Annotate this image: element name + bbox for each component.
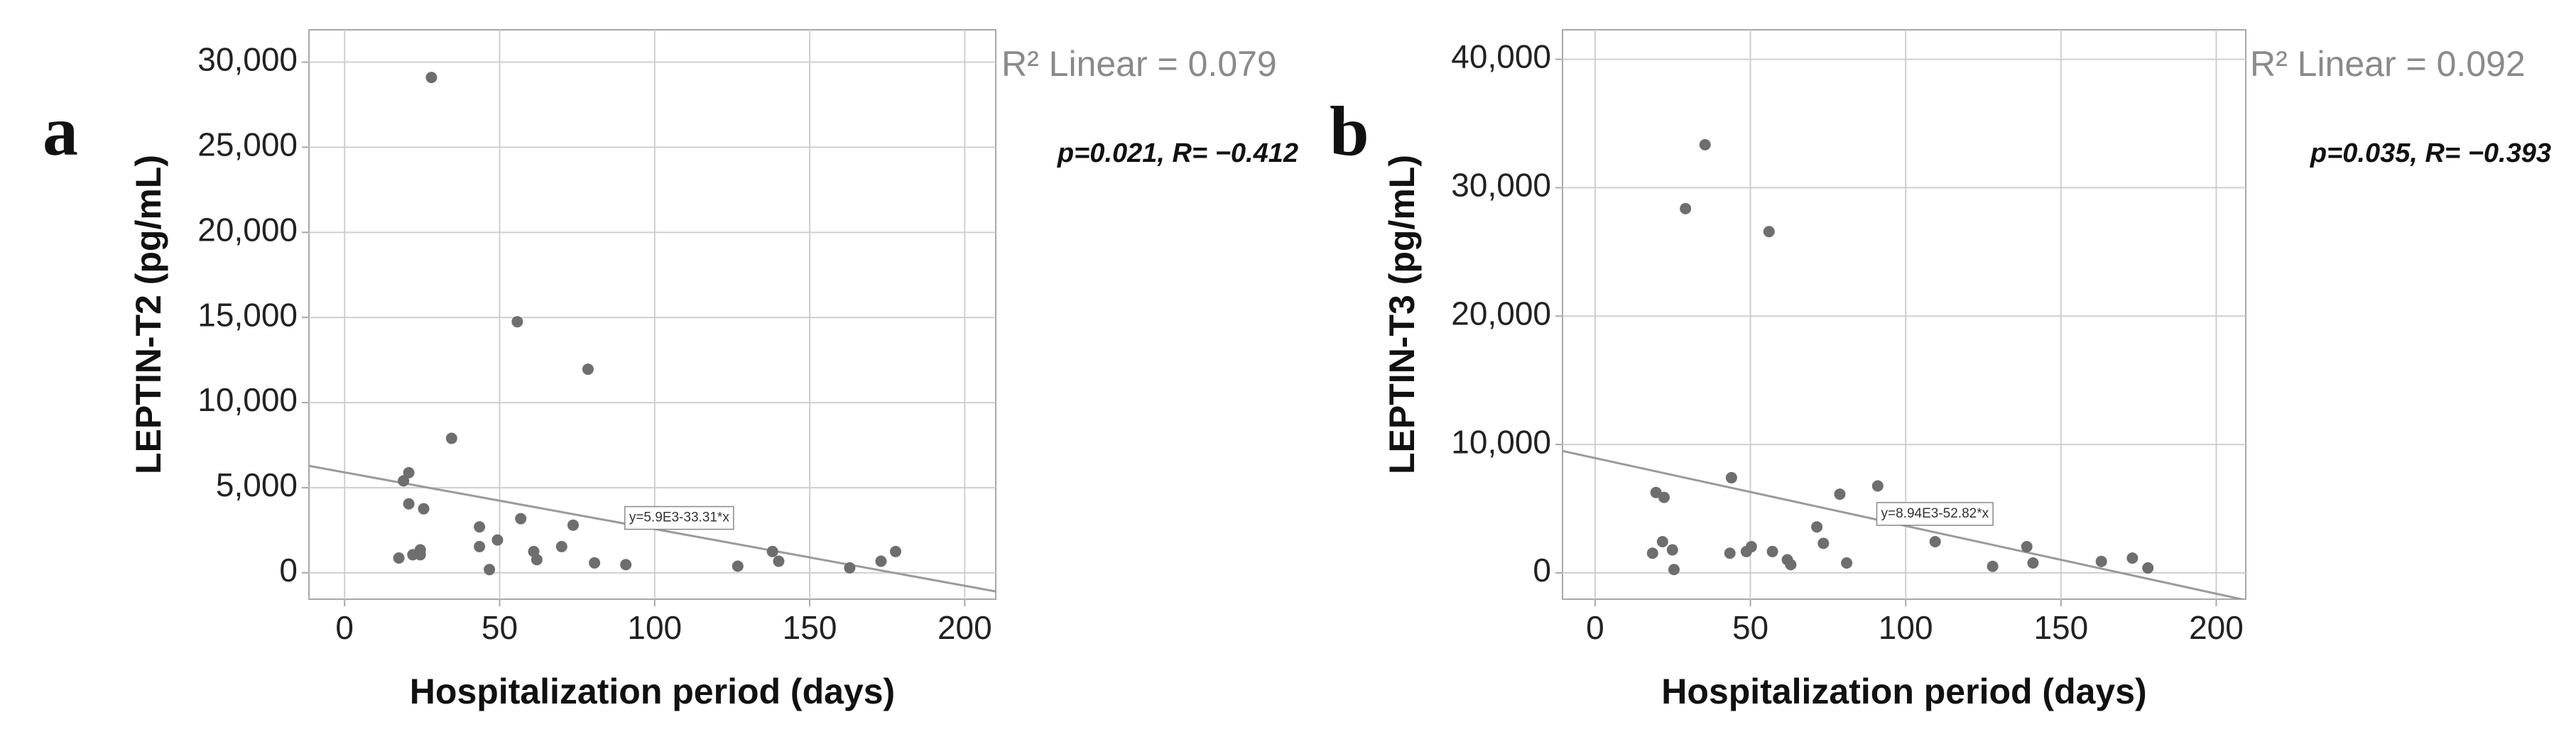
data-point [1785, 559, 1797, 571]
fit-label-box [624, 505, 734, 530]
data-point [511, 316, 523, 328]
x-tick-label: 100 [627, 609, 682, 646]
data-point [474, 521, 486, 533]
r-squared: R² Linear = 0.092 [2250, 44, 2526, 84]
data-point [418, 503, 430, 515]
data-point [1834, 488, 1846, 500]
fit-label: y=8.94E3-52.82*x [1881, 506, 1989, 521]
data-point [1817, 537, 1830, 549]
x-tick-label: 50 [1732, 609, 1768, 646]
x-tick-label: 150 [2033, 609, 2088, 646]
data-point [1745, 541, 1757, 553]
data-point [589, 557, 601, 569]
data-point [1668, 564, 1680, 576]
data-point [2142, 562, 2154, 574]
panel-label: b [1330, 92, 1369, 170]
y-tick-label: 15,000 [197, 296, 298, 333]
data-point [403, 466, 415, 478]
fit-label-box [1876, 502, 1994, 526]
data-point [844, 562, 856, 574]
data-point [1987, 560, 1999, 572]
data-point [474, 540, 486, 552]
data-point [425, 72, 438, 84]
data-point [531, 554, 543, 566]
panel-label: a [43, 92, 78, 170]
data-point [773, 555, 785, 567]
stats-label: p=0.021, R= −0.412 [1057, 138, 1298, 168]
y-tick-label: 30,000 [197, 41, 298, 78]
y-tick-label: 30,000 [1451, 167, 1551, 204]
x-tick-label: 50 [482, 609, 518, 646]
x-tick-label: 100 [1879, 609, 1933, 646]
x-tick-label: 200 [2189, 609, 2244, 646]
y-tick-label: 20,000 [1451, 295, 1551, 332]
data-point [1763, 226, 1775, 238]
data-point [2126, 552, 2138, 564]
data-point [1666, 544, 1678, 556]
data-point [1929, 535, 1941, 547]
data-point [555, 540, 567, 552]
data-point [2021, 541, 2033, 553]
data-point [484, 564, 496, 576]
panel: 0 10,000 20,000 30,000 40,000 0 50 100 150 200 y=8… [1330, 29, 2551, 711]
r-squared: R² Linear = 0.079 [1001, 44, 1277, 84]
y-tick-label: 5,000 [216, 466, 298, 503]
data-point [515, 513, 527, 525]
data-point [393, 552, 405, 564]
data-point [1766, 545, 1778, 557]
data-point [1658, 491, 1670, 503]
data-point [2027, 557, 2039, 569]
data-point [875, 555, 887, 567]
stats-label: p=0.035, R= −0.393 [2310, 138, 2551, 168]
x-axis-title: Hospitalization period (days) [1661, 672, 2146, 711]
x-tick-label: 150 [783, 609, 837, 646]
y-tick-label: 10,000 [197, 381, 298, 418]
data-point [1680, 202, 1692, 214]
data-point [1656, 535, 1668, 547]
y-axis-title: LEPTIN-T2 (pg/mL) [129, 155, 168, 474]
x-tick-label: 200 [938, 609, 992, 646]
data-point [620, 559, 632, 571]
data-point [567, 519, 579, 531]
data-point [1811, 521, 1823, 533]
x-tick-label: 0 [335, 609, 354, 646]
y-tick-label: 40,000 [1451, 38, 1551, 75]
data-point [1646, 547, 1658, 559]
y-tick-label: 0 [279, 552, 298, 589]
data-point [445, 432, 457, 444]
data-point [732, 560, 744, 572]
data-point [403, 498, 415, 510]
y-tick-label: 20,000 [197, 211, 298, 248]
data-point [582, 363, 594, 376]
y-tick-label: 10,000 [1451, 423, 1551, 460]
data-point [1725, 471, 1737, 483]
data-point [491, 534, 504, 546]
x-tick-label: 0 [1586, 609, 1604, 646]
data-point [398, 475, 410, 487]
data-point [1871, 480, 1884, 492]
fit-label: y=5.9E3-33.31*x [629, 510, 730, 525]
data-point [1841, 557, 1853, 569]
data-point [766, 545, 778, 557]
data-point [889, 545, 901, 557]
data-point [1699, 138, 1711, 151]
y-tick-label: 0 [1533, 552, 1551, 589]
data-point [1724, 547, 1736, 559]
panel: 0 5,000 10,000 15,000 20,000 25,000 30,000 0 50 1… [43, 29, 1298, 711]
data-point [414, 549, 426, 561]
y-tick-label: 25,000 [197, 126, 298, 163]
data-point [2095, 555, 2107, 567]
y-axis-title: LEPTIN-T3 (pg/mL) [1382, 155, 1422, 474]
x-axis-title: Hospitalization period (days) [410, 672, 895, 711]
